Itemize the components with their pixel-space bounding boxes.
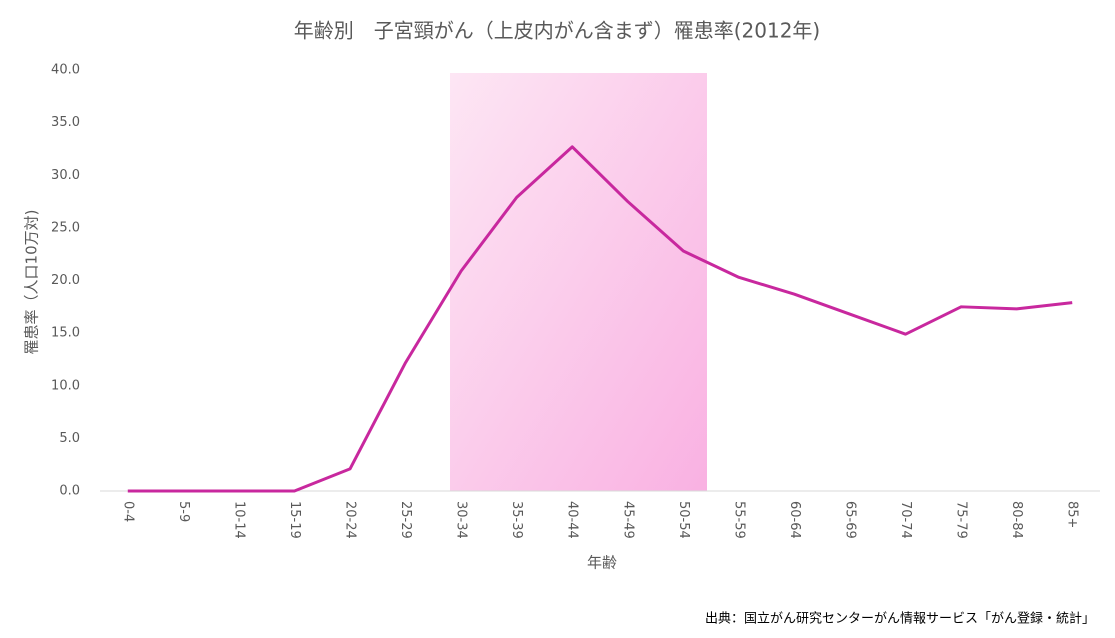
x-tick-label: 0-4 (120, 501, 135, 522)
y-tick-label: 30.0 (51, 168, 80, 183)
y-tick-label: 20.0 (51, 273, 80, 288)
source-note: 出典：国立がん研究センターがん情報サービス「がん登録・統計」 (705, 611, 1095, 627)
x-axis-title: 年齢 (587, 554, 617, 572)
x-tick-label: 40-44 (565, 501, 580, 539)
x-tick-label: 45-49 (620, 501, 635, 539)
x-tick-label: 10-14 (231, 501, 246, 539)
y-tick-label: 5.0 (59, 431, 80, 446)
x-tick-label: 20-24 (343, 501, 358, 539)
x-tick-label: 80-84 (1009, 501, 1024, 539)
x-tick-label: 5-9 (176, 501, 191, 522)
x-tick-label: 25-29 (398, 501, 413, 539)
x-tick-label: 15-19 (287, 501, 302, 539)
highlight-band (450, 73, 707, 491)
data-line (127, 145, 1073, 493)
y-tick-label: 40.0 (51, 63, 80, 78)
y-tick-label: 10.0 (51, 378, 80, 393)
x-tick-label: 85+ (1065, 501, 1080, 528)
x-tick-label: 65-69 (843, 501, 858, 539)
x-tick-label: 70-74 (898, 501, 913, 539)
y-axis-title: 罹患率（人口10万対) (23, 210, 41, 355)
y-tick-label: 15.0 (51, 326, 80, 341)
y-tick-label: 0.0 (59, 484, 80, 499)
x-tick-label: 55-59 (731, 501, 746, 539)
x-tick-label: 50-54 (676, 501, 691, 539)
y-tick-label: 35.0 (51, 115, 80, 130)
x-tick-label: 30-34 (454, 501, 469, 539)
x-tick-label: 35-39 (509, 501, 524, 539)
chart-title: 年齢別 子宮頸がん（上皮内がん含まず）罹患率(2012年) (294, 19, 821, 43)
x-tick-label: 75-79 (954, 501, 969, 539)
y-tick-label: 25.0 (51, 220, 80, 235)
x-tick-label: 60-64 (787, 501, 802, 539)
